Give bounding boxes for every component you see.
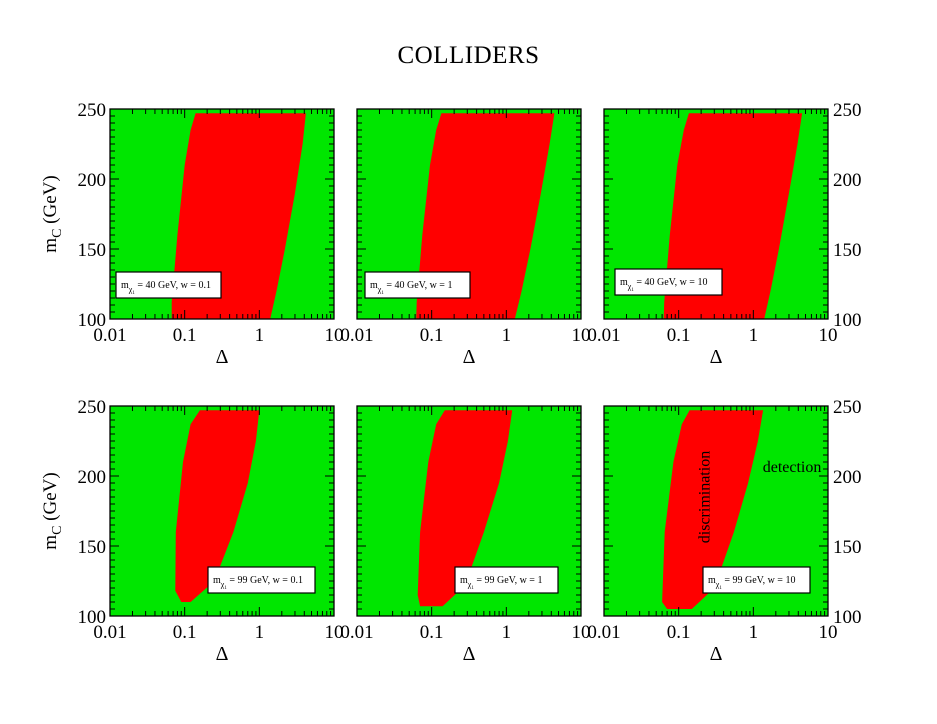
y-axis-label: mC (GeV) (40, 175, 65, 252)
x-tick-label: 10 (572, 325, 591, 346)
y-tick-label: 200 (833, 467, 862, 488)
legend-box (614, 268, 723, 296)
y-tick-label: 150 (78, 240, 107, 261)
y-axis-label: mC (GeV) (40, 472, 65, 549)
x-tick-label: 10 (325, 325, 344, 346)
x-tick-label: 1 (255, 325, 265, 346)
panel-4: 0.01 0.1 1 10 Δ 100 150 200 250 mC (GeV) mχ1 = 99 … (40, 397, 344, 665)
x-tick-label: 10 (819, 622, 838, 643)
x-tick-label: 0.1 (667, 325, 691, 346)
legend-text: mχ1 = 99 GeV, w = 1 (460, 575, 542, 591)
y-tick-label: 100 (78, 607, 107, 628)
panel-3: 0.01 0.1 1 10 Δ 100 150 200 250 mχ1 = 40 GeV, w =… (587, 100, 861, 368)
annotation-detection: detection (763, 459, 822, 476)
panel-6: 0.01 0.1 1 10 Δ 100 150 200 250 mχ1 = 99 GeV, w =… (587, 397, 861, 665)
x-tick-label: 0.01 (93, 622, 126, 643)
x-axis-label: Δ (710, 643, 723, 665)
legend-text: mχ1 = 99 GeV, w = 0.1 (213, 575, 303, 591)
x-axis-label: Δ (463, 346, 476, 368)
x-tick-label: 1 (749, 622, 759, 643)
x-tick-label: 0.01 (587, 325, 620, 346)
y-tick-label: 200 (833, 170, 862, 191)
x-tick-label: 0.1 (420, 325, 444, 346)
x-tick-label: 1 (502, 622, 512, 643)
figure-title: COLLIDERS (397, 42, 540, 69)
x-axis-label: Δ (463, 643, 476, 665)
y-tick-label: 150 (833, 537, 862, 558)
signal-region (417, 410, 513, 607)
signal-region (175, 410, 260, 602)
x-tick-label: 0.01 (340, 325, 373, 346)
legend-text: mχ1 = 40 GeV, w = 1 (370, 280, 452, 296)
panel-1: 0.01 0.1 1 10 Δ 100 150 200 250 mC (GeV) mχ1 = 40 … (40, 100, 344, 368)
x-tick-label: 10 (325, 622, 344, 643)
y-tick-label: 250 (78, 100, 107, 121)
signal-region (662, 410, 764, 609)
x-tick-label: 1 (502, 325, 512, 346)
legend-text: mχ1 = 99 GeV, w = 10 (708, 575, 795, 591)
legend-box (702, 566, 811, 594)
signal-region (416, 113, 555, 319)
legend-box (207, 566, 316, 594)
y-tick-label: 250 (833, 397, 862, 418)
y-tick-label: 150 (833, 240, 862, 261)
x-tick-label: 10 (819, 325, 838, 346)
x-axis-label: Δ (216, 643, 229, 665)
x-tick-label: 0.1 (173, 622, 197, 643)
y-tick-label: 150 (78, 537, 107, 558)
y-tick-label: 100 (833, 310, 862, 331)
x-tick-label: 0.1 (667, 622, 691, 643)
x-tick-label: 0.1 (173, 325, 197, 346)
legend-text: mχ1 = 40 GeV, w = 0.1 (121, 280, 211, 296)
y-tick-label: 250 (78, 397, 107, 418)
x-axis-label: Δ (216, 346, 229, 368)
x-tick-label: 0.01 (93, 325, 126, 346)
y-tick-label: 200 (78, 467, 107, 488)
legend-box (115, 271, 222, 299)
signal-region (663, 113, 803, 319)
legend-text: mχ1 = 40 GeV, w = 10 (620, 277, 707, 293)
y-tick-label: 100 (78, 310, 107, 331)
x-tick-label: 1 (255, 622, 265, 643)
legend-box (454, 566, 559, 594)
legend-box (364, 271, 471, 299)
y-tick-label: 200 (78, 170, 107, 191)
signal-region (171, 113, 306, 319)
y-tick-label: 100 (833, 607, 862, 628)
x-axis-label: Δ (710, 346, 723, 368)
x-tick-label: 1 (749, 325, 759, 346)
x-tick-label: 0.1 (420, 622, 444, 643)
x-tick-label: 10 (572, 622, 591, 643)
x-tick-label: 0.01 (587, 622, 620, 643)
y-tick-label: 250 (833, 100, 862, 121)
annotation-discrimination: discrimination (697, 451, 714, 543)
x-tick-label: 0.01 (340, 622, 373, 643)
